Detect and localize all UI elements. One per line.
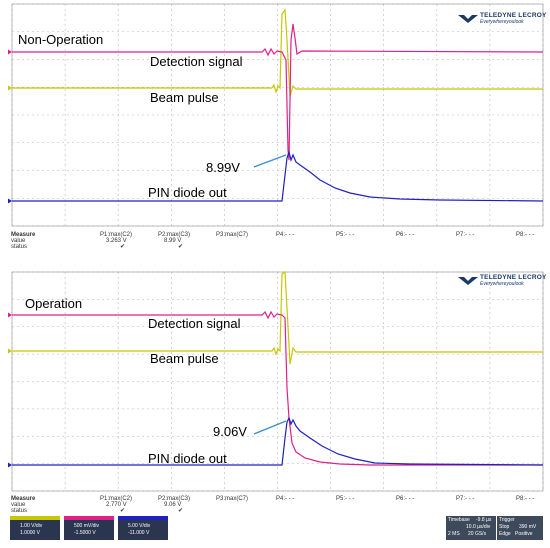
- measure-param-name[interactable]: P8:- - -: [516, 496, 535, 502]
- detection-signal-label: Detection signal: [148, 316, 241, 331]
- trigger-label: Trigger: [499, 517, 515, 523]
- timebase-sample: 20 GS/s: [468, 531, 487, 537]
- measure-param-name[interactable]: P1:max(C2): [100, 232, 133, 238]
- peak-annotation: 9.06V: [213, 424, 247, 439]
- beam-pulse-trace: [12, 8, 543, 97]
- detection-signal-trace: [12, 310, 543, 466]
- mode-label: Non-Operation: [18, 32, 104, 47]
- measure-param-status: ✔: [120, 244, 126, 250]
- measure-param-value: 3.263 V: [106, 238, 127, 244]
- channel-box[interactable]: 500 mV/div -1.5000 V: [64, 516, 114, 540]
- scope-top: Non-Operation Detection signal Beam puls…: [0, 0, 550, 265]
- measure-param-name[interactable]: P3:max(C7): [216, 496, 249, 502]
- scope-bottom: Operation Detection signal Beam pulse 9.…: [0, 268, 550, 548]
- measure-status-row: status: [11, 244, 28, 250]
- measure-header: Measure: [11, 496, 36, 502]
- measure-param-name[interactable]: P4:- - -: [276, 496, 295, 502]
- channel-scale: 5.00 V/div: [128, 523, 151, 529]
- annotation-arrow: [253, 154, 287, 168]
- measure-param-name[interactable]: P5:- - -: [336, 496, 355, 502]
- channel-scale: 500 mV/div: [74, 523, 100, 529]
- measure-param-value: 2.770 V: [106, 502, 127, 508]
- measure-value-row: value: [11, 502, 26, 508]
- pin-diode-trace: [12, 416, 544, 466]
- measure-param-status: ✔: [178, 244, 184, 250]
- detection-signal-trace: [12, 23, 544, 161]
- logo-brand: TELEDYNE LECROY: [480, 12, 547, 19]
- teledyne-logo: TELEDYNE LECROY Everywhereyoulook: [458, 274, 547, 287]
- waveform-grid-top: [8, 3, 544, 227]
- measure-header: Measure: [11, 232, 36, 238]
- measure-value-row: value: [11, 238, 26, 244]
- measure-status-row: status: [11, 508, 28, 514]
- teledyne-logo-icon: [458, 15, 478, 23]
- peak-annotation: 8.99V: [206, 160, 240, 175]
- detection-signal-label: Detection signal: [150, 54, 243, 69]
- grid-border: [11, 3, 544, 227]
- channel-marker-icon: [8, 348, 12, 354]
- trigger-mode: Stop: [499, 524, 510, 530]
- channel-marker-icon: [8, 85, 12, 91]
- measure-param-name[interactable]: P8:- - -: [516, 232, 535, 238]
- measure-param-status: ✔: [178, 508, 184, 514]
- channel-marker-icon: [8, 312, 12, 318]
- timebase-memory: 2 MS: [448, 531, 460, 537]
- timebase-value: -9.8 µs: [476, 517, 492, 523]
- measure-param-name[interactable]: P5:- - -: [336, 232, 355, 238]
- channel-offset: -11.000 V: [128, 530, 150, 536]
- measure-param-value: 8.99 V: [164, 238, 182, 244]
- trigger-box[interactable]: Trigger Stop 390 mV Edge Positive: [497, 516, 543, 540]
- teledyne-logo: TELEDYNE LECROY Everywhereyoulook: [458, 12, 547, 25]
- timebase-label: Timebase: [448, 517, 470, 523]
- measure-param-name[interactable]: P2:max(C3): [158, 496, 191, 502]
- channel-scale: 1.00 V/div: [20, 523, 43, 529]
- channel-marker-icon: [8, 198, 12, 204]
- teledyne-logo-icon: [458, 277, 478, 285]
- pin-diode-label: PIN diode out: [148, 185, 227, 200]
- measure-param-name[interactable]: P6:- - -: [396, 232, 415, 238]
- mode-label: Operation: [25, 296, 83, 311]
- grid-border: [11, 271, 544, 492]
- trigger-type: Edge: [499, 531, 511, 537]
- beam-pulse-trace: [12, 270, 543, 365]
- annotation-arrow: [253, 420, 287, 435]
- measure-param-value: 9.06 V: [164, 502, 182, 508]
- timebase-rate: 10.0 µs/div: [466, 524, 491, 530]
- channel-marker-icon: [8, 49, 12, 55]
- measure-param-name[interactable]: P1:max(C2): [100, 496, 133, 502]
- channel-offset: 1.0000 V: [20, 530, 41, 536]
- channel-offset: -1.5000 V: [74, 530, 96, 536]
- beam-pulse-label: Beam pulse: [150, 351, 219, 366]
- channel-box[interactable]: 1.00 V/div 1.0000 V: [10, 516, 60, 540]
- logo-tagline: Everywhereyoulook: [480, 19, 524, 25]
- pin-diode-label: PIN diode out: [148, 451, 227, 466]
- logo-tagline: Everywhereyoulook: [480, 281, 524, 287]
- measure-param-status: ✔: [120, 508, 126, 514]
- measure-param-name[interactable]: P2:max(C3): [158, 232, 191, 238]
- beam-pulse-label: Beam pulse: [150, 90, 219, 105]
- channel-marker-icon: [8, 462, 12, 468]
- logo-brand: TELEDYNE LECROY: [480, 274, 547, 281]
- measure-param-name[interactable]: P7:- - -: [456, 232, 475, 238]
- trigger-slope: Positive: [515, 531, 533, 537]
- trigger-level: 390 mV: [519, 524, 537, 530]
- waveform-grid-bottom: [8, 270, 544, 492]
- measure-param-name[interactable]: P3:max(C7): [216, 232, 249, 238]
- timebase-box[interactable]: Timebase -9.8 µs 10.0 µs/div 2 MS 20 GS/…: [446, 516, 496, 540]
- pin-diode-trace: [12, 149, 544, 202]
- channel-box[interactable]: 5.00 V/div -11.000 V: [118, 516, 168, 540]
- measure-param-name[interactable]: P7:- - -: [456, 496, 475, 502]
- measure-param-name[interactable]: P6:- - -: [396, 496, 415, 502]
- measure-param-name[interactable]: P4:- - -: [276, 232, 295, 238]
